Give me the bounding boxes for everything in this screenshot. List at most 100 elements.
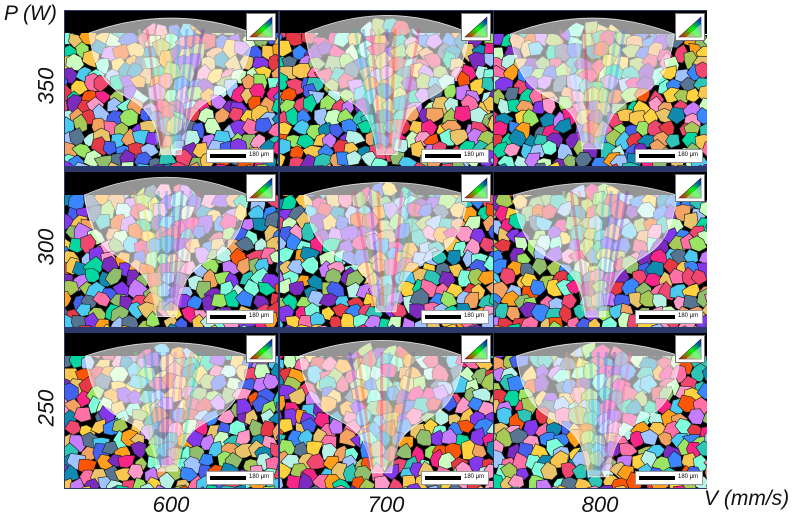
scale-bar-label: 180 μm [678, 152, 699, 158]
ebsd-map-panel-250w-600mms: 180 μm [65, 333, 278, 488]
columnar-grain-streak [585, 190, 594, 311]
columnar-grain-streak [178, 28, 197, 149]
columnar-grain-streak [596, 190, 605, 311]
columnar-grain-streak [605, 190, 629, 312]
columnar-grain-streak [390, 190, 404, 307]
columnar-grain-streak [599, 351, 608, 471]
scale-bar-line [425, 315, 461, 319]
columnar-grain-streak [176, 190, 200, 311]
row-label-350-text: 350 [33, 67, 58, 105]
columnar-grain-streak [393, 190, 412, 307]
ipf-color-key-triangle-icon [461, 174, 491, 202]
columnar-grain-streak [588, 351, 597, 471]
columnar-grain-streak [171, 351, 185, 466]
scale-bar-line [639, 154, 675, 158]
columnar-grain-streak [168, 351, 177, 466]
columnar-grain-streak [580, 351, 594, 471]
melt-pool-region [515, 341, 681, 478]
ebsd-map-panel-300w-800mms: 180 μm [494, 172, 707, 327]
columnar-grain-streak [161, 28, 170, 149]
scale-bar-line [425, 476, 461, 480]
scale-bar-label: 180 μm [249, 313, 270, 319]
columnar-grain-streak [599, 29, 618, 144]
ebsd-map-panel-350w-700mms: 180 μm [280, 11, 493, 166]
scale-bar-label: 180 μm [249, 152, 270, 158]
columnar-grain-streak [572, 351, 591, 472]
ebsd-map-panel-300w-600mms: 180 μm [65, 172, 278, 327]
columnar-grain-streak [602, 29, 626, 144]
row-label-300: 300 [28, 215, 64, 279]
column-label-600: 600 [152, 492, 190, 517]
columnar-grain-streak [397, 28, 421, 149]
row-label-250: 250 [28, 376, 64, 440]
melt-pool-region [299, 340, 465, 474]
columnar-grain-streak [569, 190, 588, 312]
y-axis-title: P (W) [4, 2, 57, 25]
ebsd-map-panel-350w-600mms: 180 μm [65, 11, 278, 166]
columnar-grain-streak [386, 351, 400, 467]
grain-orientation-map [65, 333, 278, 488]
scale-bar: 180 μm [635, 471, 703, 485]
columnar-grain-streak [156, 190, 165, 311]
scale-bar-label: 180 μm [464, 313, 485, 319]
columnar-grain-streak [170, 190, 184, 311]
row-label-350: 350 [28, 54, 64, 118]
column-label-700: 700 [367, 492, 405, 517]
ebsd-map-grid: 180 μm 180 μm 180 μm 180 μm 180 μm 180 μm 180 … [64, 10, 707, 489]
columnar-grain-streak [558, 29, 582, 144]
columnar-grain-streak [368, 190, 382, 307]
columnar-grain-streak [137, 28, 161, 149]
columnar-grain-streak [352, 190, 376, 307]
columnar-grain-streak [394, 28, 413, 149]
scale-bar: 180 μm [206, 149, 274, 163]
columnar-grain-streak [372, 351, 381, 467]
columnar-grain-streak [391, 28, 405, 149]
scale-bar-label: 180 μm [249, 474, 270, 480]
columnar-grain-streak [145, 28, 164, 149]
columnar-grain-streak [593, 29, 602, 143]
scale-bar-line [425, 154, 461, 158]
scale-bar-label: 180 μm [678, 313, 699, 319]
columnar-grain-streak [376, 190, 385, 306]
ebsd-map-panel-250w-800mms: 180 μm [494, 333, 707, 488]
columnar-grain-streak [389, 351, 408, 468]
columnar-grain-streak [174, 351, 193, 466]
columnar-grain-streak [132, 190, 156, 311]
columnar-grain-streak [140, 190, 159, 311]
ipf-color-key-triangle-icon [675, 335, 705, 363]
columnar-grain-streak [577, 190, 591, 312]
columnar-grain-streak [605, 351, 624, 472]
columnar-grain-streak [602, 351, 616, 471]
columnar-grain-streak [392, 351, 416, 468]
columnar-grain-streak [177, 351, 201, 466]
scale-bar-line [210, 154, 246, 158]
columnar-grain-streak [608, 351, 632, 472]
ipf-color-key-triangle-icon [246, 174, 276, 202]
columnar-grain-streak [377, 28, 386, 149]
x-axis-title: V (mm/s) [704, 487, 790, 510]
scale-bar: 180 μm [421, 310, 489, 324]
ebsd-map-panel-350w-800mms: 180 μm [494, 11, 707, 166]
scale-bar: 180 μm [206, 310, 274, 324]
scale-bar-line [210, 476, 246, 480]
ipf-color-key-triangle-icon [675, 174, 705, 202]
columnar-grain-streak [348, 351, 372, 468]
columnar-grain-streak [582, 29, 591, 143]
columnar-grain-streak [369, 28, 383, 149]
column-label-800: 800 [581, 492, 619, 517]
melt-pool-region [83, 176, 249, 318]
columnar-grain-streak [561, 190, 585, 312]
columnar-grain-streak [364, 351, 378, 467]
scale-bar-label: 180 μm [464, 474, 485, 480]
row-label-300-text: 300 [33, 228, 58, 266]
ipf-color-key-triangle-icon [461, 335, 491, 363]
columnar-grain-streak [602, 190, 621, 312]
scale-bar: 180 μm [206, 471, 274, 485]
columnar-grain-streak [566, 29, 585, 144]
grain-orientation-map [65, 172, 278, 327]
columnar-grain-streak [149, 351, 163, 466]
scale-bar-line [639, 476, 675, 480]
melt-pool-region [509, 17, 675, 150]
columnar-grain-streak [173, 190, 192, 311]
columnar-grain-streak [133, 351, 157, 466]
